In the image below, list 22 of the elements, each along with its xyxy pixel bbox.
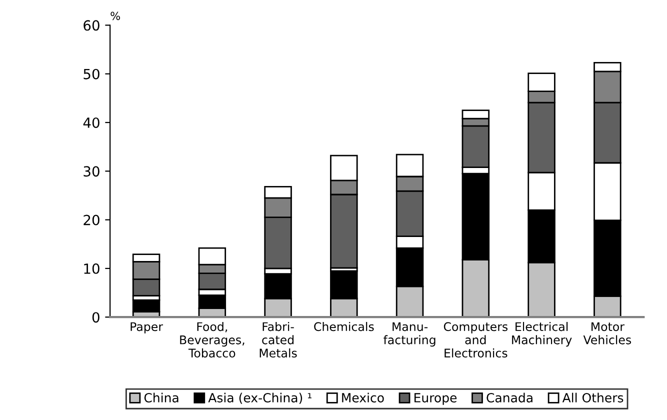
x-tick-label: Paper bbox=[130, 322, 164, 334]
x-tick-label: Electrical Machinery bbox=[512, 322, 572, 347]
legend-label: Asia (ex-China) ¹ bbox=[208, 392, 312, 404]
y-tick-label: 30 bbox=[84, 166, 100, 177]
x-tick-label: Motor Vehicles bbox=[583, 322, 632, 344]
y-tick-label: 40 bbox=[83, 117, 100, 128]
legend-label: Europe bbox=[414, 393, 457, 405]
legend-label: Canada bbox=[486, 392, 532, 402]
y-tick-label: 0 bbox=[92, 312, 100, 323]
y-tick-label: 60 bbox=[84, 20, 100, 31]
x-tick-label: Computers and Electronics bbox=[444, 322, 508, 358]
x-tick-label: Fabri- cated Metals bbox=[260, 322, 297, 358]
x-tick-label: Food, Beverages, Tobacco bbox=[180, 322, 244, 358]
legend-label: All Others bbox=[562, 392, 624, 402]
legend-label: Mexico bbox=[342, 392, 384, 402]
y-tick-label: 50 bbox=[84, 68, 100, 80]
y-axis-title: % bbox=[110, 12, 120, 20]
x-tick-label: Chemicals bbox=[314, 322, 374, 332]
y-tick-label: 20 bbox=[84, 214, 100, 226]
legend-label: China bbox=[144, 392, 178, 402]
y-tick-label: 10 bbox=[84, 263, 100, 274]
x-tick-label: Manu- facturing bbox=[384, 322, 436, 347]
